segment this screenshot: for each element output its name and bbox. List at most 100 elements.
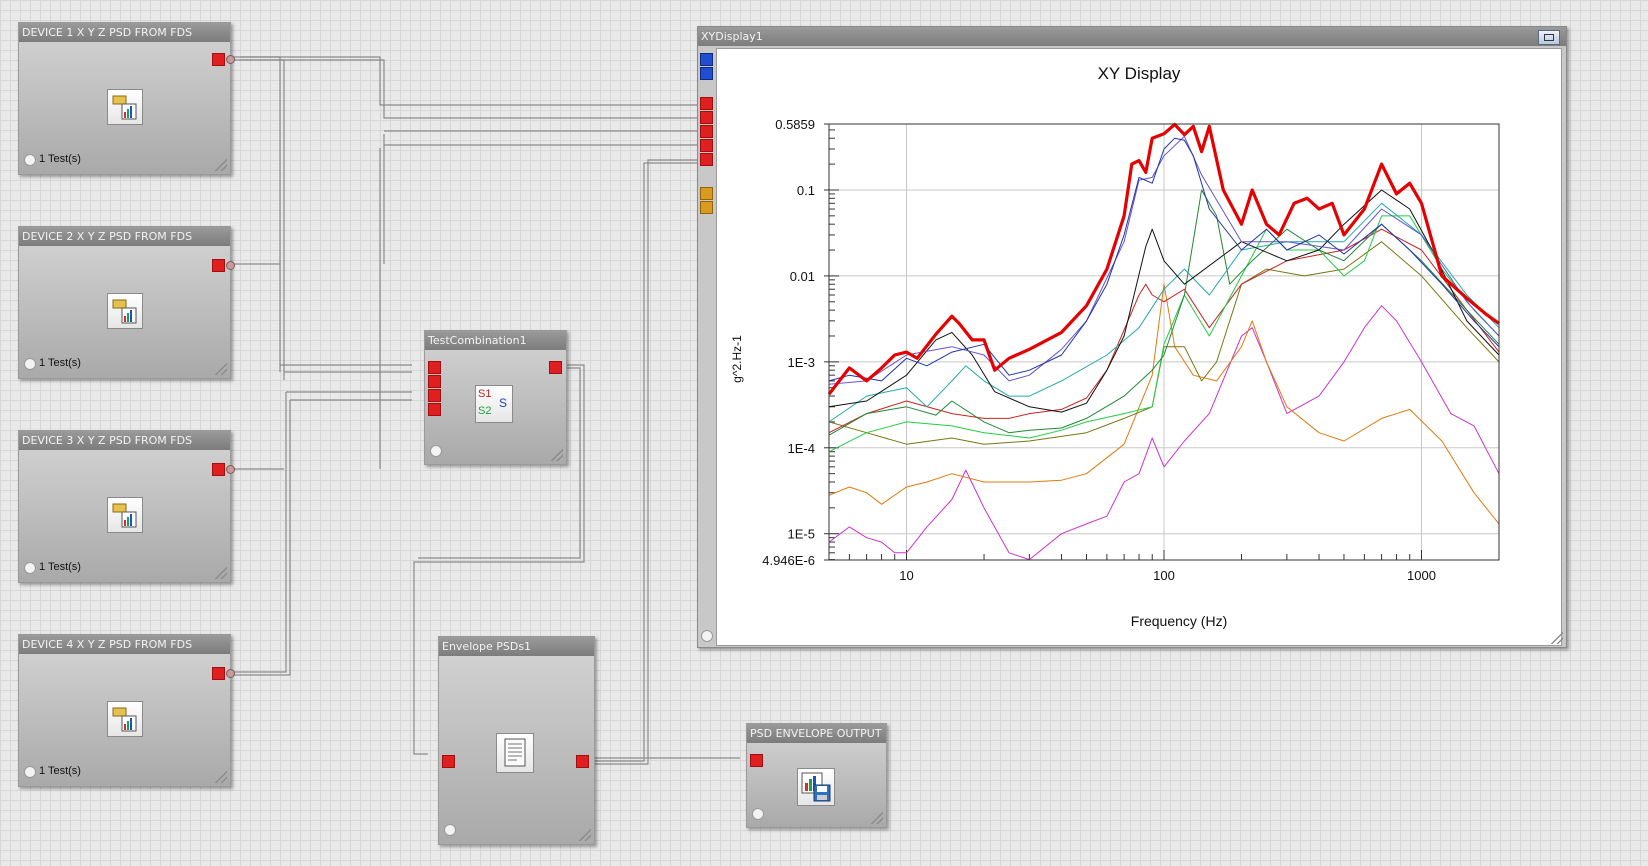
input-port[interactable] xyxy=(428,389,441,402)
psd-series-line xyxy=(828,228,1500,434)
input-port[interactable] xyxy=(428,375,441,388)
xy-display-window-title: XYDisplay1 xyxy=(698,27,1566,46)
x-axis-label: Frequency (Hz) xyxy=(1131,613,1227,629)
load-data-icon[interactable] xyxy=(107,293,143,329)
psd-series-line xyxy=(828,202,1500,423)
x-tick-label: 100 xyxy=(1153,568,1175,583)
status-indicator xyxy=(430,445,442,457)
plot-frame xyxy=(828,123,1500,561)
device-node-title: DEVICE 2 X Y Z PSD FROM FDS xyxy=(19,227,230,246)
input-port[interactable] xyxy=(750,754,763,767)
test-count: 1 Test(s) xyxy=(39,357,81,369)
resize-grip[interactable] xyxy=(213,361,227,375)
status-indicator xyxy=(24,154,36,166)
output-connector[interactable] xyxy=(226,55,235,64)
device-node-title: DEVICE 4 X Y Z PSD FROM FDS xyxy=(19,635,230,654)
psd-series-line xyxy=(828,215,1500,453)
input-port-blue[interactable] xyxy=(700,67,713,80)
maximize-button[interactable] xyxy=(1538,30,1560,45)
input-port[interactable] xyxy=(700,111,713,124)
test-count: 1 Test(s) xyxy=(39,153,81,165)
s1-label: S1 xyxy=(478,388,492,400)
output-connector[interactable] xyxy=(226,465,235,474)
status-indicator xyxy=(24,358,36,370)
test-combination-icon[interactable]: S1 S2 S xyxy=(475,385,513,423)
psd-output-title: PSD ENVELOPE OUTPUT xyxy=(747,724,886,743)
y-axis-label: g^2.Hz-1 xyxy=(730,335,744,383)
envelope-node[interactable]: Envelope PSDs1 xyxy=(438,636,595,845)
device-node-title: DEVICE 1 X Y Z PSD FROM FDS xyxy=(19,23,230,42)
output-connector[interactable] xyxy=(226,261,235,270)
y-tick-label: 0.1 xyxy=(797,183,815,198)
output-port[interactable] xyxy=(212,667,225,680)
s-label: S xyxy=(499,396,508,410)
test-combination-title: TestCombination1 xyxy=(425,331,566,350)
input-port[interactable] xyxy=(700,139,713,152)
output-connector[interactable] xyxy=(226,669,235,678)
y-tick-label: 0.01 xyxy=(790,269,815,284)
resize-grip[interactable] xyxy=(213,565,227,579)
xy-chart: XY Display Frequency (Hz) g^2.Hz-1 10 100… xyxy=(730,64,1500,629)
psd-series-line xyxy=(828,189,1500,413)
status-indicator xyxy=(701,630,713,642)
resize-grip[interactable] xyxy=(577,827,591,841)
load-data-icon[interactable] xyxy=(107,701,143,737)
input-port[interactable] xyxy=(442,755,455,768)
xy-display-node[interactable]: XYDisplay1 XY Display Frequency (Hz) g^2… xyxy=(697,26,1567,648)
y-tick-label: 4.946E-6 xyxy=(762,553,815,568)
plot-area: XY Display Frequency (Hz) g^2.Hz-1 10 100… xyxy=(716,48,1562,646)
resize-grip[interactable] xyxy=(869,810,883,824)
input-port-orange[interactable] xyxy=(700,201,713,214)
x-tick-label: 1000 xyxy=(1407,568,1436,583)
envelope-series-line xyxy=(827,122,1500,396)
window-icon xyxy=(1544,34,1554,41)
document-icon[interactable] xyxy=(496,733,534,773)
input-port[interactable] xyxy=(428,403,441,416)
device-node-1[interactable]: DEVICE 1 X Y Z PSD FROM FDS 1 Test(s) xyxy=(18,22,235,175)
status-indicator xyxy=(444,824,456,836)
load-data-icon[interactable] xyxy=(107,497,143,533)
output-port[interactable] xyxy=(549,361,562,374)
output-port[interactable] xyxy=(576,755,589,768)
psd-series-line xyxy=(828,283,1500,525)
resize-grip[interactable] xyxy=(213,157,227,171)
input-port[interactable] xyxy=(428,361,441,374)
resize-grip[interactable] xyxy=(213,769,227,783)
test-count: 1 Test(s) xyxy=(39,561,81,573)
psd-series-line xyxy=(828,241,1500,445)
y-tick-label: 0.5859 xyxy=(775,117,815,132)
device-node-2[interactable]: DEVICE 2 X Y Z PSD FROM FDS 1 Test(s) xyxy=(18,226,235,379)
input-port-blue[interactable] xyxy=(700,53,713,66)
input-port-orange[interactable] xyxy=(700,187,713,200)
output-port[interactable] xyxy=(212,53,225,66)
device-node-4[interactable]: DEVICE 4 X Y Z PSD FROM FDS 1 Test(s) xyxy=(18,634,235,787)
x-tick-label: 10 xyxy=(899,568,913,583)
s2-label: S2 xyxy=(478,405,492,417)
output-port[interactable] xyxy=(212,259,225,272)
output-port[interactable] xyxy=(212,463,225,476)
device-node-3[interactable]: DEVICE 3 X Y Z PSD FROM FDS 1 Test(s) xyxy=(18,430,235,583)
status-indicator xyxy=(24,766,36,778)
y-tick-label: 1E-4 xyxy=(788,441,815,456)
psd-series-line xyxy=(828,137,1500,382)
device-node-title: DEVICE 3 X Y Z PSD FROM FDS xyxy=(19,431,230,450)
resize-grip[interactable] xyxy=(549,447,563,461)
status-indicator xyxy=(24,562,36,574)
y-tick-label: 1E-3 xyxy=(788,355,815,370)
psd-series-line xyxy=(828,135,1500,385)
psd-series-line xyxy=(828,305,1500,561)
input-port[interactable] xyxy=(700,125,713,138)
resize-grip[interactable] xyxy=(1549,630,1563,644)
psd-output-node[interactable]: PSD ENVELOPE OUTPUT xyxy=(746,723,887,828)
psd-series-line xyxy=(828,189,1500,436)
status-indicator xyxy=(752,808,764,820)
test-combination-node[interactable]: TestCombination1 S1 S2 S xyxy=(424,330,567,465)
input-port[interactable] xyxy=(700,153,713,166)
input-port[interactable] xyxy=(700,97,713,110)
test-count: 1 Test(s) xyxy=(39,765,81,777)
y-tick-label: 1E-5 xyxy=(788,527,815,542)
save-chart-icon[interactable] xyxy=(797,768,835,806)
load-data-icon[interactable] xyxy=(107,89,143,125)
envelope-title: Envelope PSDs1 xyxy=(439,637,594,656)
